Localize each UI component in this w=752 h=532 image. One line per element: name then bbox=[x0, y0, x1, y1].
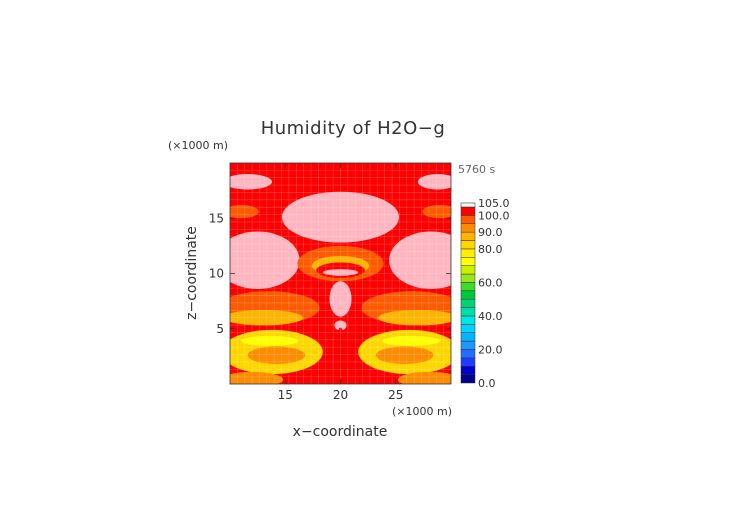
colorbar-swatch bbox=[460, 248, 476, 258]
colorbar-label: 80.0 bbox=[478, 243, 503, 256]
contour-right-lobe-pink bbox=[389, 231, 451, 289]
x-tick-label: 15 bbox=[278, 388, 293, 402]
colorbar-swatch bbox=[460, 223, 476, 233]
x-tick-label: 20 bbox=[333, 388, 348, 402]
contour-right-wing-yellow bbox=[378, 309, 451, 326]
colorbar-swatch bbox=[460, 290, 476, 300]
colorbar-swatch bbox=[460, 231, 476, 241]
colorbar-swatch bbox=[460, 307, 476, 317]
colorbar-label: 20.0 bbox=[478, 343, 503, 356]
contour-left-green-patch bbox=[241, 335, 299, 346]
colorbar-swatch bbox=[460, 324, 476, 333]
contour-upper-center-pink bbox=[281, 191, 400, 243]
contour-right-band-orange bbox=[422, 204, 451, 219]
colorbar-swatch bbox=[460, 257, 476, 266]
contour-center-column-pink bbox=[329, 281, 352, 317]
colorbar-swatch bbox=[460, 206, 476, 216]
colorbar-swatch bbox=[460, 374, 476, 384]
x-tick-label: 25 bbox=[388, 388, 403, 402]
x-axis-title: x−coordinate bbox=[293, 424, 388, 440]
y-unit-label: (×1000 m) bbox=[168, 139, 228, 152]
colorbar-swatch bbox=[460, 349, 476, 359]
colorbar-swatch bbox=[460, 357, 476, 367]
colorbar-label: 90.0 bbox=[478, 226, 503, 239]
contour-top-right-cap bbox=[417, 174, 451, 190]
colorbar-swatch bbox=[460, 240, 476, 250]
colorbar-label: 100.0 bbox=[478, 209, 510, 222]
colorbar-swatch bbox=[460, 365, 476, 375]
y-axis-title: z−coordinate bbox=[184, 226, 200, 320]
colorbar-swatch bbox=[460, 282, 476, 292]
colorbar-label: 0.0 bbox=[478, 377, 496, 390]
colorbar-label: 40.0 bbox=[478, 310, 503, 323]
y-tick-label: 5 bbox=[216, 322, 224, 336]
y-tick-label: 10 bbox=[209, 267, 224, 281]
contour-right-low-orange bbox=[375, 346, 434, 365]
y-axis: 5 10 15 bbox=[209, 211, 451, 336]
contour-center-stem-red bbox=[334, 327, 347, 384]
grid-lines bbox=[230, 163, 451, 384]
colorbar-swatch bbox=[460, 265, 476, 275]
contour-top-left-cap bbox=[230, 174, 272, 190]
contour-center-dot-pink bbox=[334, 320, 347, 331]
contour-bottom-left-orange bbox=[230, 371, 284, 384]
colorbar-label: 105.0 bbox=[478, 197, 510, 210]
colorbar-swatch bbox=[460, 298, 476, 308]
colorbar-swatch bbox=[460, 202, 476, 208]
colorbar-label: 60.0 bbox=[478, 276, 503, 289]
colorbar-swatch bbox=[460, 215, 476, 225]
chart-title: Humidity of H2O−g bbox=[261, 118, 446, 139]
colorbar-swatch bbox=[460, 273, 476, 283]
contour-left-low-orange bbox=[247, 346, 306, 365]
contour-left-lobe-pink bbox=[230, 231, 300, 289]
colorbar-swatch bbox=[460, 340, 476, 350]
contour-left-band-orange bbox=[230, 204, 259, 219]
x-axis: 15 20 25 bbox=[278, 163, 403, 402]
contour-left-wing-yellow bbox=[230, 309, 303, 326]
colorbar-swatch bbox=[460, 315, 476, 325]
contour-right-green-patch bbox=[382, 335, 440, 346]
contour-center-arc-pink bbox=[322, 269, 359, 276]
time-label: 5760 s bbox=[458, 163, 495, 176]
x-unit-label: (×1000 m) bbox=[392, 405, 452, 418]
contour-bottom-right-orange bbox=[397, 371, 451, 384]
plot-area bbox=[230, 163, 451, 384]
y-tick-label: 15 bbox=[209, 211, 224, 225]
colorbar-swatch bbox=[460, 332, 476, 342]
